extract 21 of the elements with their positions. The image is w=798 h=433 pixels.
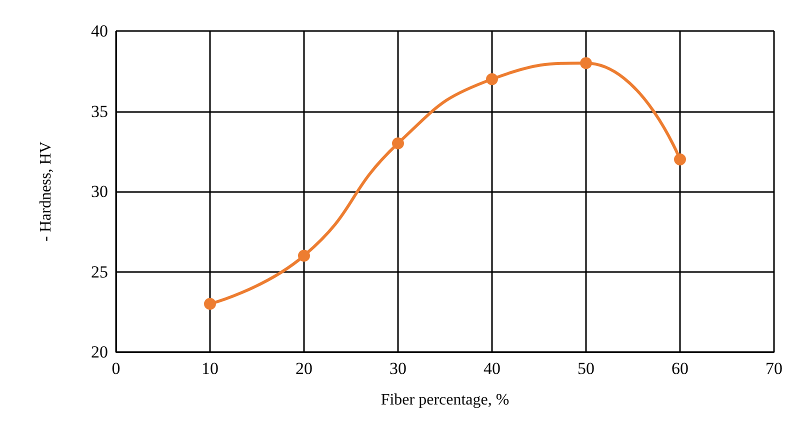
y-tick-label: 30 <box>91 182 108 201</box>
point <box>204 298 216 310</box>
x-tick-label: 0 <box>112 359 120 378</box>
x-tick-label: 10 <box>202 359 218 378</box>
x-axis-title: Fiber percentage, % <box>380 392 510 408</box>
x-tick-label: 70 <box>766 359 782 378</box>
point <box>392 137 404 150</box>
x-tick-label: 30 <box>390 359 406 378</box>
x-tick-label: 20 <box>296 359 312 378</box>
point <box>674 153 686 166</box>
point <box>298 250 310 262</box>
y-tick-label: 20 <box>91 342 108 362</box>
y-tick-label: 35 <box>91 102 108 121</box>
point <box>486 73 498 86</box>
y-tick-label: 25 <box>91 262 108 282</box>
x-tick-label: 50 <box>578 359 594 378</box>
point <box>580 57 592 70</box>
x-tick-label: 40 <box>484 359 500 378</box>
y-axis-title: - Hardness, HV <box>38 141 54 242</box>
x-tick-label: 60 <box>672 359 688 378</box>
y-tick-label: 40 <box>91 22 108 40</box>
